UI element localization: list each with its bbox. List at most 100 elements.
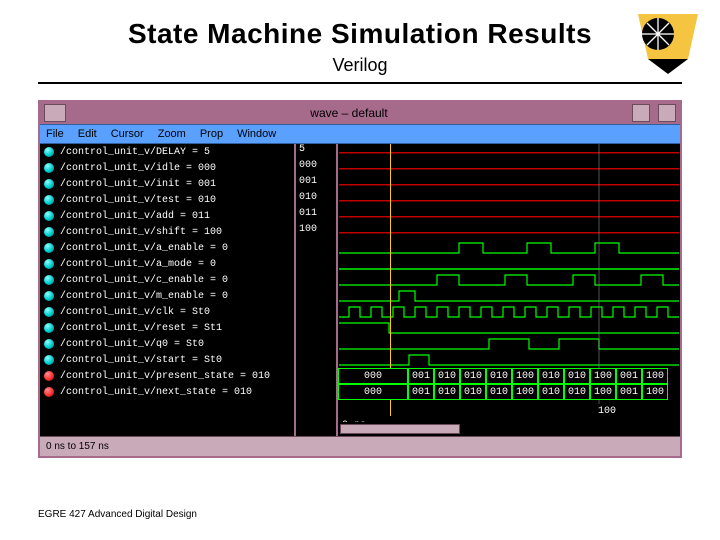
signal-label: /control_unit_v/a_mode = 0 [60, 259, 216, 270]
signal-value: 010 [296, 192, 336, 208]
signal-label: /control_unit_v/clk = St0 [60, 307, 210, 318]
maximize-button[interactable] [658, 104, 676, 122]
bottom-scroll-region [40, 422, 680, 436]
signal-value [296, 384, 336, 400]
titlebar[interactable]: wave – default [40, 102, 680, 124]
slide-footer: EGRE 427 Advanced Digital Design [38, 509, 197, 520]
signal-bullet-icon [44, 259, 54, 269]
state-value: 100 [642, 384, 668, 400]
state-value: 010 [460, 368, 486, 384]
signal-value [296, 240, 336, 256]
signal-value [296, 320, 336, 336]
signal-bullet-icon [44, 307, 54, 317]
menu-edit[interactable]: Edit [78, 128, 97, 140]
signal-bullet-icon [44, 275, 54, 285]
signal-bullet-icon [44, 163, 54, 173]
signal-bullet-icon [44, 227, 54, 237]
signal-label: /control_unit_v/DELAY = 5 [60, 147, 210, 158]
signal-bullet-icon [44, 291, 54, 301]
signal-label: /control_unit_v/add = 011 [60, 211, 210, 222]
state-value: 100 [642, 368, 668, 384]
waveform-pane[interactable]: 0000010100100101000100101000011000000010… [338, 144, 680, 436]
signal-value: 011 [296, 208, 336, 224]
signal-value [296, 368, 336, 384]
signal-row[interactable]: /control_unit_v/clk = St0 [40, 304, 294, 320]
signal-row[interactable]: /control_unit_v/DELAY = 5 [40, 144, 294, 160]
signal-row[interactable]: /control_unit_v/a_mode = 0 [40, 256, 294, 272]
signal-label: /control_unit_v/c_enable = 0 [60, 275, 228, 286]
menubar: File Edit Cursor Zoom Prop Window [40, 124, 680, 144]
signal-value [296, 256, 336, 272]
signal-value [296, 288, 336, 304]
signal-bullet-icon [44, 387, 54, 397]
signal-row[interactable]: /control_unit_v/init = 001 [40, 176, 294, 192]
signal-row[interactable]: /control_unit_v/shift = 100 [40, 224, 294, 240]
signal-label: /control_unit_v/test = 010 [60, 195, 216, 206]
signal-bullet-icon [44, 355, 54, 365]
state-value: 100 [590, 384, 616, 400]
signal-value [296, 304, 336, 320]
title-rule [38, 82, 682, 84]
slide-logo [638, 14, 698, 74]
signal-row[interactable]: /control_unit_v/a_enable = 0 [40, 240, 294, 256]
signal-bullet-icon [44, 371, 54, 381]
signal-value: 001 [296, 176, 336, 192]
signal-row[interactable]: /control_unit_v/present_state = 010 [40, 368, 294, 384]
state-value: 010 [564, 368, 590, 384]
waveform-window: wave – default File Edit Cursor Zoom Prop Win… [38, 100, 682, 458]
signal-row[interactable]: /control_unit_v/reset = St1 [40, 320, 294, 336]
signal-value [296, 272, 336, 288]
state-bus-row: 000001010010010100010010100001100 [338, 368, 680, 384]
signal-label: /control_unit_v/start = St0 [60, 355, 222, 366]
minimize-button[interactable] [632, 104, 650, 122]
state-value: 010 [564, 384, 590, 400]
menu-cursor[interactable]: Cursor [111, 128, 144, 140]
workarea: /control_unit_v/DELAY = 5/control_unit_v… [40, 144, 680, 436]
signal-value: 5 [296, 144, 336, 160]
state-value: 010 [486, 368, 512, 384]
menu-file[interactable]: File [46, 128, 64, 140]
signal-row[interactable]: /control_unit_v/q0 = St0 [40, 336, 294, 352]
signal-label: /control_unit_v/shift = 100 [60, 227, 222, 238]
state-bus-row: 000001010010010100010010100001100 [338, 384, 680, 400]
signal-row[interactable]: /control_unit_v/test = 010 [40, 192, 294, 208]
signal-bullet-icon [44, 323, 54, 333]
signal-value [296, 336, 336, 352]
state-value: 010 [486, 384, 512, 400]
signal-label: /control_unit_v/present_state = 010 [60, 371, 270, 382]
signal-row[interactable]: /control_unit_v/m_enable = 0 [40, 288, 294, 304]
statusbar: 0 ns to 157 ns [40, 436, 680, 456]
state-value: 001 [408, 368, 434, 384]
menu-prop[interactable]: Prop [200, 128, 223, 140]
signal-bullet-icon [44, 339, 54, 349]
slide-title: State Machine Simulation Results [0, 18, 720, 50]
state-value: 001 [616, 368, 642, 384]
signal-row[interactable]: /control_unit_v/next_state = 010 [40, 384, 294, 400]
signal-value: 000 [296, 160, 336, 176]
state-value: 010 [434, 384, 460, 400]
signal-list-pane[interactable]: /control_unit_v/DELAY = 5/control_unit_v… [40, 144, 296, 436]
signal-label: /control_unit_v/init = 001 [60, 179, 216, 190]
window-menu-button[interactable] [44, 104, 66, 122]
state-value: 001 [616, 384, 642, 400]
horizontal-scrollbar[interactable] [340, 424, 460, 434]
signal-row[interactable]: /control_unit_v/start = St0 [40, 352, 294, 368]
state-value: 010 [434, 368, 460, 384]
state-value: 010 [538, 368, 564, 384]
state-value: 001 [408, 384, 434, 400]
value-pane: 5000001010011100 [296, 144, 338, 436]
signal-row[interactable]: /control_unit_v/idle = 000 [40, 160, 294, 176]
signal-label: /control_unit_v/reset = St1 [60, 323, 222, 334]
state-value: 010 [538, 384, 564, 400]
state-value: 100 [512, 368, 538, 384]
signal-row[interactable]: /control_unit_v/c_enable = 0 [40, 272, 294, 288]
time-axis-label: 100 [598, 406, 616, 417]
signal-row[interactable]: /control_unit_v/add = 011 [40, 208, 294, 224]
menu-window[interactable]: Window [237, 128, 276, 140]
signal-bullet-icon [44, 211, 54, 221]
signal-label: /control_unit_v/idle = 000 [60, 163, 216, 174]
menu-zoom[interactable]: Zoom [158, 128, 186, 140]
status-text: 0 ns to 157 ns [46, 441, 109, 452]
signal-value: 100 [296, 224, 336, 240]
signal-label: /control_unit_v/m_enable = 0 [60, 291, 228, 302]
